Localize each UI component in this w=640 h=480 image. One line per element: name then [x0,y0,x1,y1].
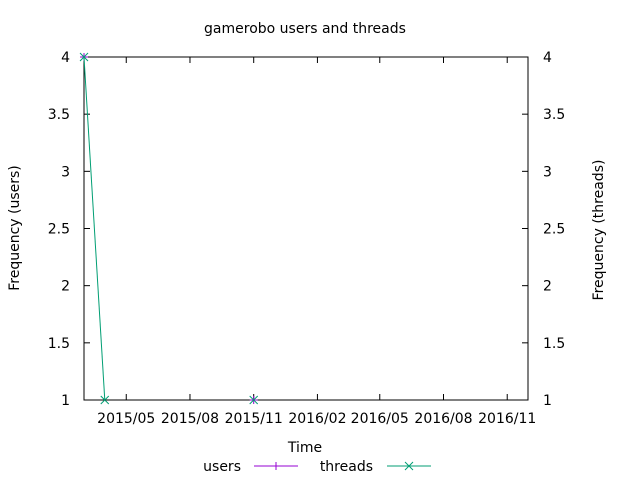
series-users [80,53,258,404]
legend-marker-threads [404,461,414,471]
threads-point [249,395,259,405]
x-tick-label: 2016/11 [478,411,536,427]
y-tick-label: 1.5 [48,336,70,352]
threads-line [83,56,106,401]
y2-tick-label: 1.5 [543,336,565,352]
y-tick-label: 2.5 [48,222,70,238]
y-tick-label: 4 [61,50,70,66]
y-axis-label: Frequency (users) [7,165,23,291]
x-tick-label: 2016/08 [414,411,472,427]
y2-tick-label: 2 [543,279,552,295]
x-tick-label: 2015/08 [161,411,219,427]
x-tick-label: 2015/05 [97,411,155,427]
legend-label-users: users [203,459,241,475]
x-tick-label: 2015/11 [225,411,283,427]
y2-tick-label: 3 [543,164,552,180]
y-tick-label: 3.5 [48,107,70,123]
chart-title: gamerobo users and threads [204,21,406,37]
y-tick-label: 3 [61,164,70,180]
x-tick-label: 2016/05 [351,411,409,427]
y2-axis-label: Frequency (threads) [591,160,607,301]
y2-tick-label: 2.5 [543,222,565,238]
threads-point [100,395,110,405]
series-threads [79,52,259,405]
plot-border [83,56,529,401]
y2-tick-label: 4 [543,50,552,66]
x-axis-label: Time [287,440,322,456]
legend: users threads [203,459,431,475]
x-tick-label: 2016/02 [288,411,346,427]
y-tick-label: 1 [61,393,70,409]
y2-tick-label: 3.5 [543,107,565,123]
y2-tick-label: 1 [543,393,552,409]
legend-label-threads: threads [320,459,373,475]
legend-marker-users [272,462,280,470]
y-tick-label: 2 [61,279,70,295]
threads-point [79,52,89,62]
